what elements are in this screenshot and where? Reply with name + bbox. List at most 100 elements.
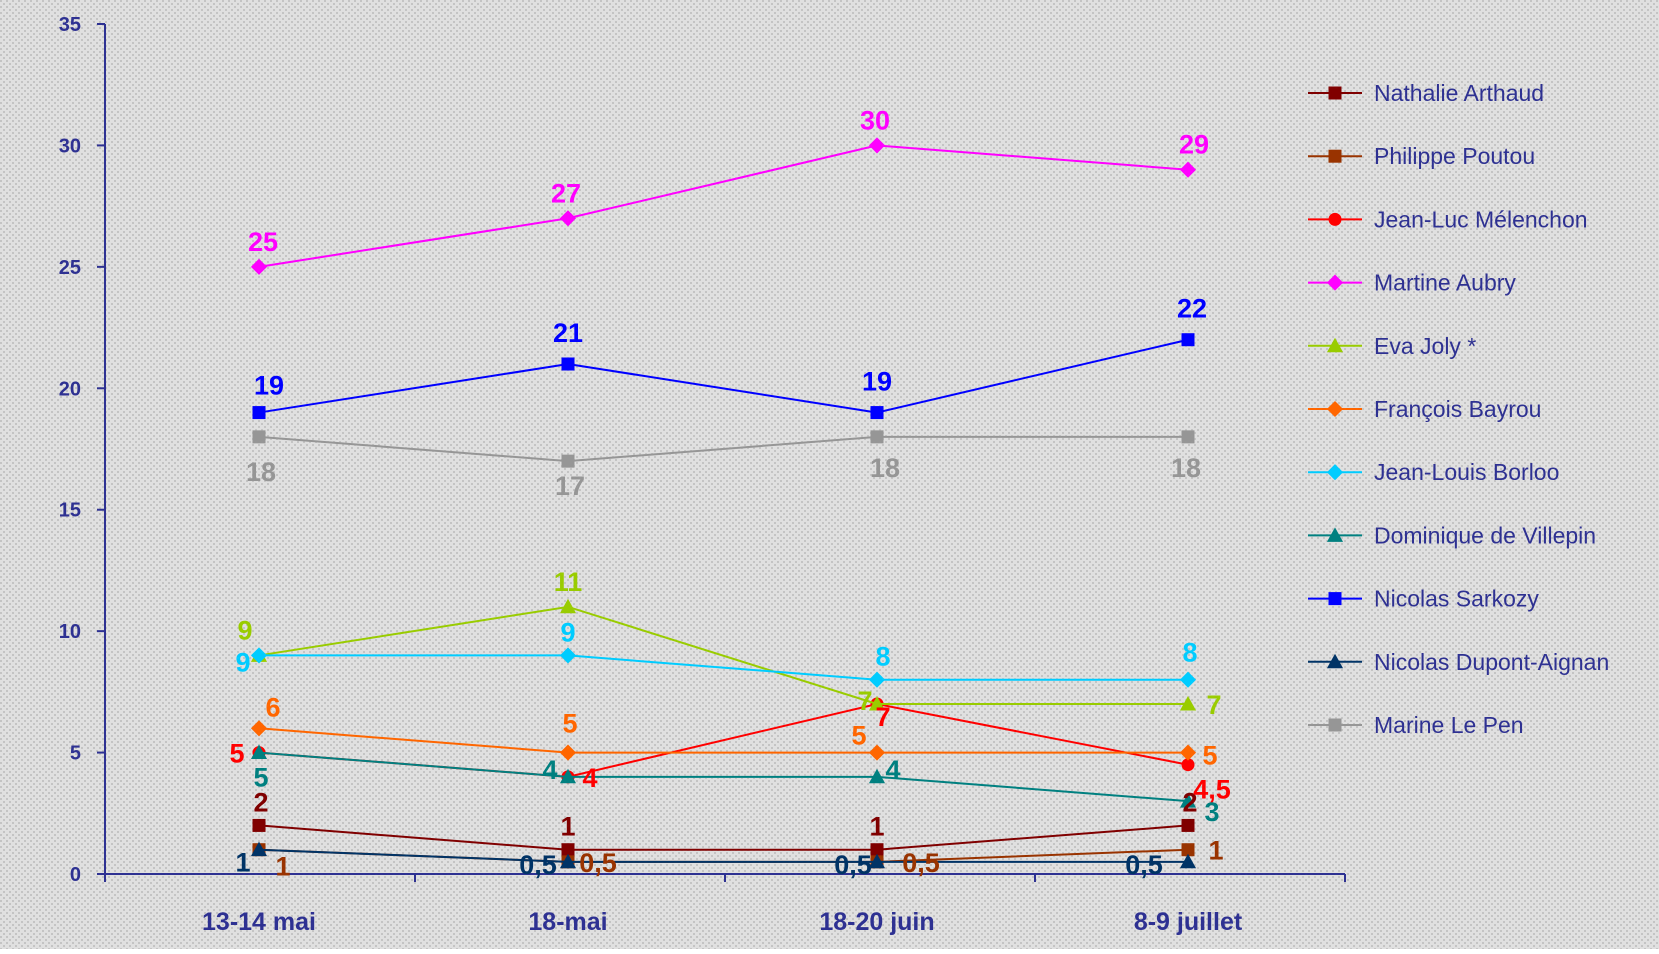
data-point-martine-aubry <box>1179 161 1197 178</box>
legend-label: Jean-Louis Borloo <box>1374 459 1559 485</box>
series-line-dominique-de-villepin <box>258 751 1189 803</box>
data-label-jean-louis-borloo: 8 <box>1182 638 1197 668</box>
data-label-nathalie-arthaud: 1 <box>869 812 884 842</box>
data-point-francois-bayrou <box>1179 744 1197 761</box>
data-label-dominique-de-villepin: 4 <box>542 755 557 785</box>
legend-marker <box>1326 274 1344 291</box>
data-label-nicolas-sarkozy: 21 <box>553 318 583 348</box>
y-tick-label: 15 <box>59 500 81 522</box>
data-label-dominique-de-villepin: 3 <box>1204 797 1219 827</box>
data-label-jean-louis-borloo: 9 <box>560 617 575 647</box>
legend-marker <box>1326 527 1344 542</box>
y-tick-label: 10 <box>59 621 81 643</box>
series-martine-aubry <box>250 137 1197 275</box>
data-label-nathalie-arthaud: 1 <box>560 812 575 842</box>
data-point-nathalie-arthaud <box>252 818 266 832</box>
data-point-dominique-de-villepin <box>250 744 268 760</box>
data-label-dominique-de-villepin: 5 <box>253 763 268 793</box>
legend-marker <box>1326 337 1344 353</box>
legend-item-eva-joly: Eva Joly * <box>1308 333 1476 359</box>
legend-item-marine-le-pen: Marine Le Pen <box>1308 712 1524 738</box>
x-tick-label: 8-9 juillet <box>1134 908 1243 936</box>
series-nicolas-dupont-aignan <box>250 841 1197 869</box>
legend-marker <box>1328 212 1342 226</box>
series-line-martine-aubry <box>258 144 1189 268</box>
y-tick-label: 30 <box>59 135 81 157</box>
series-line-francois-bayrou <box>258 727 1188 754</box>
legend-label: Jean-Luc Mélenchon <box>1374 206 1588 232</box>
data-label-marine-le-pen: 18 <box>246 457 276 487</box>
data-label-philippe-poutou: 1 <box>275 852 290 882</box>
y-tick-label: 25 <box>59 257 81 279</box>
data-point-nicolas-sarkozy <box>252 406 266 420</box>
series-line-eva-joly <box>258 605 1188 705</box>
data-label-nicolas-sarkozy: 22 <box>1177 294 1207 324</box>
data-point-dominique-de-villepin <box>559 768 577 784</box>
data-point-nicolas-sarkozy <box>1181 333 1195 347</box>
legend-item-jean-luc-melenchon: Jean-Luc Mélenchon <box>1308 206 1588 232</box>
series-layer <box>250 137 1197 869</box>
series-line-jean-louis-borloo <box>259 654 1188 681</box>
legend: Nathalie Arthaud Philippe Poutou Jean-Luc … <box>1308 80 1609 738</box>
data-label-martine-aubry: 25 <box>248 227 278 257</box>
legend-marker <box>1328 149 1342 163</box>
y-tick-label: 5 <box>70 743 81 765</box>
data-point-dominique-de-villepin <box>1179 793 1197 808</box>
data-point-marine-le-pen <box>1181 430 1195 444</box>
series-line-nicolas-dupont-aignan <box>258 848 1188 863</box>
data-label-nicolas-dupont-aignan: 0,5 <box>519 850 557 880</box>
legend-item-dominique-de-villepin: Dominique de Villepin <box>1308 522 1596 548</box>
data-label-nicolas-dupont-aignan: 0,5 <box>834 850 872 880</box>
legend-label: Eva Joly * <box>1374 333 1476 359</box>
data-label-nicolas-dupont-aignan: 0,5 <box>1125 850 1163 880</box>
data-point-marine-le-pen <box>561 454 575 468</box>
data-point-jean-louis-borloo <box>559 647 577 664</box>
data-label-francois-bayrou: 5 <box>562 709 577 739</box>
data-point-nicolas-sarkozy <box>870 406 884 420</box>
data-point-jean-louis-borloo <box>1179 671 1197 688</box>
legend-item-martine-aubry: Martine Aubry <box>1308 270 1516 296</box>
legend-label: Nathalie Arthaud <box>1374 80 1544 106</box>
data-label-eva-joly: 9 <box>237 615 252 645</box>
data-label-marine-le-pen: 18 <box>870 453 900 483</box>
data-label-marine-le-pen: 17 <box>555 471 585 501</box>
data-point-francois-bayrou <box>868 744 886 761</box>
data-label-jean-louis-borloo: 9 <box>235 647 250 677</box>
series-marine-le-pen <box>252 430 1195 468</box>
series-nathalie-arthaud <box>252 818 1195 857</box>
x-tick-label: 13-14 mai <box>202 908 316 936</box>
data-point-eva-joly <box>868 695 886 711</box>
data-label-philippe-poutou: 0,5 <box>902 848 940 878</box>
series-dominique-de-villepin <box>250 744 1197 808</box>
data-label-martine-aubry: 27 <box>551 178 581 208</box>
data-point-dominique-de-villepin <box>868 768 886 784</box>
data-point-martine-aubry <box>250 258 268 275</box>
legend-marker <box>1328 592 1342 606</box>
data-label-philippe-poutou: 0,5 <box>579 848 617 878</box>
data-label-marine-le-pen: 18 <box>1171 453 1201 483</box>
legend-item-nicolas-dupont-aignan: Nicolas Dupont-Aignan <box>1308 649 1609 675</box>
legend-label: Nicolas Dupont-Aignan <box>1374 649 1609 675</box>
data-point-martine-aubry <box>559 210 577 227</box>
data-label-francois-bayrou: 5 <box>1202 741 1217 771</box>
data-label-nicolas-dupont-aignan: 1 <box>235 848 250 878</box>
data-label-eva-joly: 7 <box>1206 690 1221 720</box>
legend-label: Martine Aubry <box>1374 270 1516 296</box>
data-label-jean-luc-melenchon: 7 <box>875 702 890 732</box>
legend-item-nathalie-arthaud: Nathalie Arthaud <box>1308 80 1544 106</box>
legend-item-nicolas-sarkozy: Nicolas Sarkozy <box>1308 586 1539 612</box>
data-label-jean-luc-melenchon: 4,5 <box>1193 775 1231 805</box>
legend-marker <box>1326 653 1344 669</box>
series-line-marine-le-pen <box>258 435 1188 463</box>
data-label-martine-aubry: 29 <box>1179 130 1209 160</box>
data-point-martine-aubry <box>868 137 886 154</box>
data-point-francois-bayrou <box>250 720 268 737</box>
data-label-francois-bayrou: 5 <box>851 721 866 751</box>
legend-label: Philippe Poutou <box>1374 143 1535 169</box>
legend-label: Marine Le Pen <box>1374 712 1524 738</box>
data-label-eva-joly: 7 <box>857 686 872 716</box>
data-label-nathalie-arthaud: 2 <box>1182 787 1197 817</box>
data-label-martine-aubry: 30 <box>860 105 890 135</box>
